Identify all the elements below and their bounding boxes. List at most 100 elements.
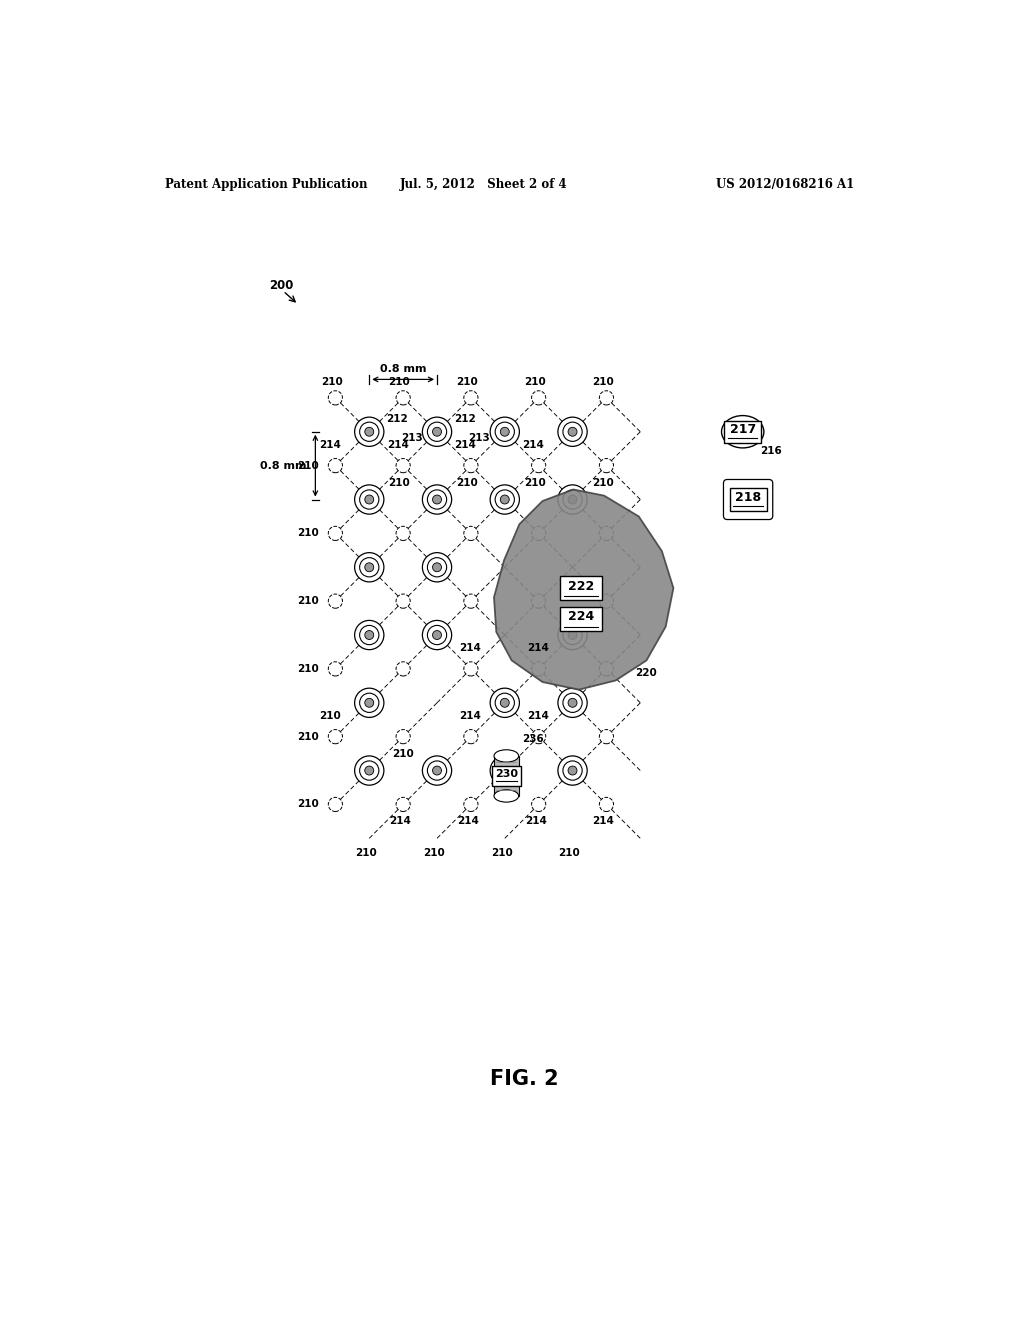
Text: 236: 236 bbox=[521, 734, 544, 744]
Circle shape bbox=[432, 766, 441, 775]
Circle shape bbox=[531, 391, 546, 405]
Circle shape bbox=[599, 391, 613, 405]
Text: 210: 210 bbox=[388, 376, 411, 387]
Text: 230: 230 bbox=[495, 770, 518, 779]
Circle shape bbox=[427, 626, 446, 644]
Circle shape bbox=[490, 417, 519, 446]
Circle shape bbox=[531, 527, 546, 540]
Circle shape bbox=[501, 698, 509, 708]
Circle shape bbox=[496, 422, 514, 441]
Circle shape bbox=[365, 698, 374, 708]
Circle shape bbox=[496, 693, 514, 713]
Circle shape bbox=[558, 620, 587, 649]
Circle shape bbox=[558, 756, 587, 785]
Text: 210: 210 bbox=[524, 478, 546, 488]
Circle shape bbox=[599, 797, 613, 812]
Text: 210: 210 bbox=[355, 847, 377, 858]
Text: US 2012/0168216 A1: US 2012/0168216 A1 bbox=[716, 178, 854, 190]
Text: 210: 210 bbox=[558, 847, 581, 858]
Circle shape bbox=[422, 484, 452, 515]
Circle shape bbox=[359, 626, 379, 644]
Circle shape bbox=[501, 495, 509, 504]
Text: 214: 214 bbox=[389, 816, 411, 826]
Text: 210: 210 bbox=[321, 376, 342, 387]
FancyBboxPatch shape bbox=[730, 488, 767, 511]
Circle shape bbox=[365, 766, 374, 775]
Circle shape bbox=[354, 688, 384, 718]
Circle shape bbox=[354, 417, 384, 446]
Text: 210: 210 bbox=[524, 376, 546, 387]
Text: 210: 210 bbox=[297, 800, 319, 809]
Circle shape bbox=[432, 428, 441, 436]
Text: 210: 210 bbox=[592, 478, 613, 488]
FancyBboxPatch shape bbox=[724, 421, 761, 444]
Circle shape bbox=[354, 484, 384, 515]
Text: 210: 210 bbox=[392, 748, 414, 759]
Circle shape bbox=[329, 661, 342, 676]
Polygon shape bbox=[494, 490, 674, 689]
Circle shape bbox=[558, 484, 587, 515]
Text: 214: 214 bbox=[457, 816, 479, 826]
Text: 212: 212 bbox=[386, 414, 408, 425]
Circle shape bbox=[427, 422, 446, 441]
Text: 220: 220 bbox=[635, 668, 656, 677]
Circle shape bbox=[422, 553, 452, 582]
Text: 214: 214 bbox=[459, 711, 481, 721]
Circle shape bbox=[568, 631, 577, 639]
Text: 214: 214 bbox=[526, 711, 549, 721]
Circle shape bbox=[531, 458, 546, 473]
Circle shape bbox=[464, 797, 478, 812]
Text: 216: 216 bbox=[761, 446, 782, 455]
Circle shape bbox=[329, 527, 342, 540]
Circle shape bbox=[599, 594, 613, 609]
Text: 212: 212 bbox=[454, 414, 476, 425]
Circle shape bbox=[558, 417, 587, 446]
Text: 210: 210 bbox=[456, 478, 478, 488]
FancyBboxPatch shape bbox=[724, 479, 773, 520]
Circle shape bbox=[568, 495, 577, 504]
Circle shape bbox=[496, 490, 514, 510]
Ellipse shape bbox=[722, 416, 764, 447]
Circle shape bbox=[427, 760, 446, 780]
Text: Patent Application Publication: Patent Application Publication bbox=[165, 178, 368, 190]
Circle shape bbox=[464, 594, 478, 609]
FancyBboxPatch shape bbox=[492, 766, 521, 785]
Circle shape bbox=[365, 428, 374, 436]
Circle shape bbox=[432, 562, 441, 572]
Text: 210: 210 bbox=[297, 461, 319, 471]
Text: 214: 214 bbox=[522, 440, 544, 450]
Text: 214: 214 bbox=[455, 440, 476, 450]
Text: 210: 210 bbox=[297, 664, 319, 675]
Circle shape bbox=[568, 766, 577, 775]
Circle shape bbox=[490, 484, 519, 515]
Circle shape bbox=[354, 620, 384, 649]
Text: 214: 214 bbox=[526, 643, 549, 653]
Ellipse shape bbox=[494, 789, 518, 803]
Text: 210: 210 bbox=[592, 376, 613, 387]
Text: 214: 214 bbox=[459, 643, 481, 653]
Text: 210: 210 bbox=[319, 711, 341, 721]
Text: 224: 224 bbox=[568, 610, 594, 623]
Circle shape bbox=[563, 626, 583, 644]
Circle shape bbox=[531, 797, 546, 812]
Circle shape bbox=[563, 490, 583, 510]
Circle shape bbox=[496, 760, 514, 780]
Text: 214: 214 bbox=[524, 816, 547, 826]
Circle shape bbox=[599, 661, 613, 676]
Text: 217: 217 bbox=[729, 424, 756, 437]
Text: 0.8 mm: 0.8 mm bbox=[260, 461, 306, 471]
Circle shape bbox=[531, 594, 546, 609]
Circle shape bbox=[501, 428, 509, 436]
Text: 210: 210 bbox=[456, 376, 478, 387]
Circle shape bbox=[396, 730, 411, 743]
Circle shape bbox=[568, 428, 577, 436]
Circle shape bbox=[464, 391, 478, 405]
Circle shape bbox=[329, 391, 342, 405]
Circle shape bbox=[359, 760, 379, 780]
Circle shape bbox=[422, 756, 452, 785]
Text: 214: 214 bbox=[593, 816, 614, 826]
Text: 222: 222 bbox=[568, 579, 594, 593]
FancyBboxPatch shape bbox=[560, 607, 602, 631]
Circle shape bbox=[329, 458, 342, 473]
Text: 200: 200 bbox=[269, 279, 294, 292]
